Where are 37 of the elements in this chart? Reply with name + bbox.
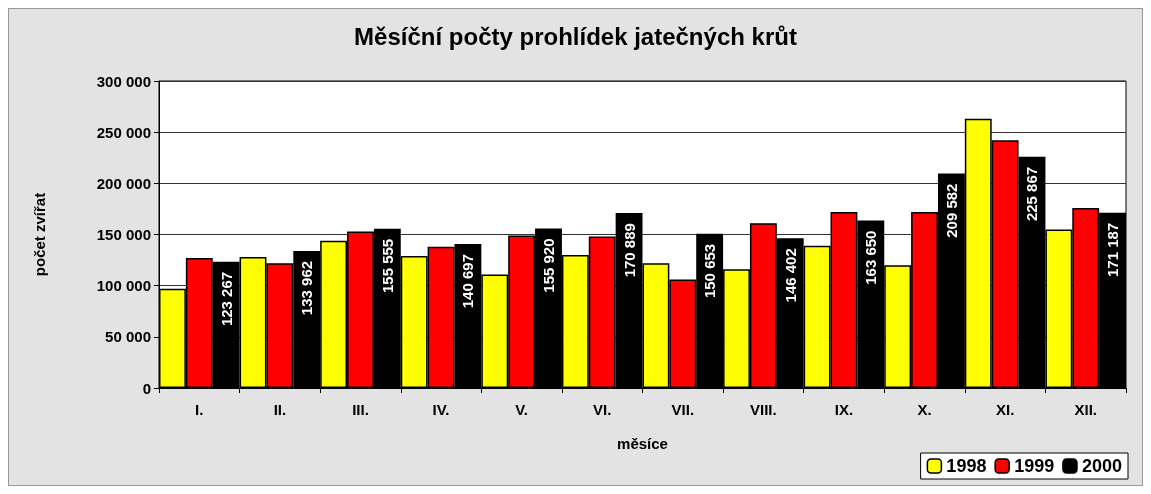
- y-axis-title: počet zvířat: [31, 192, 48, 277]
- y-tick-label: 250 000: [96, 123, 151, 141]
- x-tick-label: V.: [515, 401, 529, 418]
- legend-label: 1999: [1014, 456, 1055, 476]
- x-tick-label: IV.: [432, 401, 450, 418]
- data-label: 140 697: [459, 254, 477, 309]
- y-tick-label: 100 000: [96, 277, 151, 295]
- x-tick-label: XI.: [995, 401, 1015, 418]
- data-label: 123 267: [217, 271, 235, 327]
- y-tick-label: 150 000: [96, 226, 151, 243]
- y-tick-label: 50 000: [105, 328, 151, 346]
- data-label: 163 650: [862, 230, 880, 285]
- x-tick-label: I.: [195, 401, 204, 418]
- data-label: 170 889: [620, 223, 638, 278]
- legend-label: 1998: [946, 456, 987, 476]
- data-label: 225 867: [1023, 166, 1041, 222]
- data-label: 133 962: [298, 260, 316, 316]
- data-label: 171 187: [1104, 222, 1122, 278]
- data-label: 146 402: [781, 248, 799, 303]
- x-tick-label: VI.: [593, 401, 612, 418]
- x-tick-label: X.: [917, 401, 932, 418]
- x-tick-label: VIII.: [750, 401, 777, 418]
- x-tick-label: II.: [273, 401, 287, 418]
- x-axis-title: měsíce: [617, 435, 668, 452]
- x-tick-label: VII.: [671, 401, 695, 418]
- y-tick-label: 0: [142, 379, 151, 397]
- data-label: 155 555: [378, 238, 396, 294]
- y-tick-label: 200 000: [96, 174, 151, 192]
- data-label: 209 582: [942, 183, 960, 238]
- legend-label: 2000: [1081, 456, 1122, 476]
- chart-title: Měsíční počty prohlídek jatečných krůt: [354, 22, 797, 50]
- x-tick-label: IX.: [834, 401, 854, 418]
- x-tick-label: III.: [352, 401, 369, 418]
- data-label: 150 653: [701, 243, 719, 299]
- x-tick-label: XII.: [1074, 401, 1097, 418]
- y-tick-label: 300 000: [96, 72, 151, 90]
- data-label: 155 920: [539, 238, 557, 293]
